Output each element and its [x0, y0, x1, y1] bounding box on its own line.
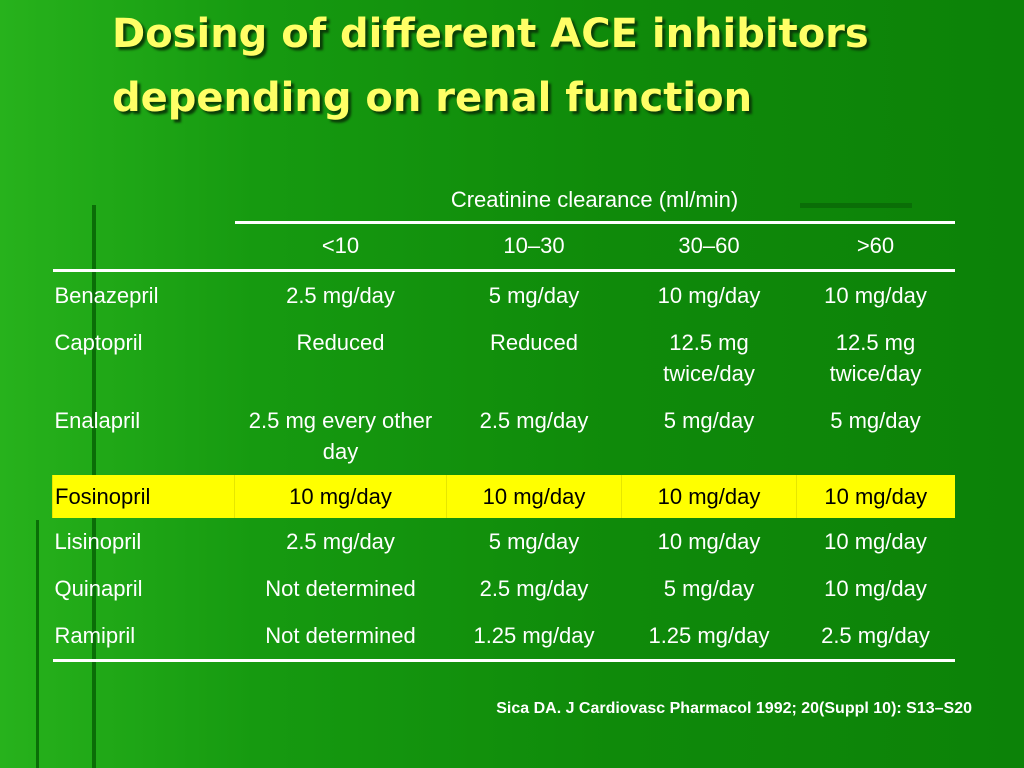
decoration [36, 520, 39, 768]
dose-cell: 1.25 mg/day [446, 612, 622, 662]
dose-cell: Reduced [296, 330, 385, 355]
table-row: Fosinopril 10 mg/day 10 mg/day 10 mg/day 10 … [52, 475, 955, 518]
dose-cell: 10 mg/day [657, 283, 761, 308]
drug-name: Benazepril [54, 283, 159, 308]
slide-title: Dosing of different ACE inhibitors depen… [112, 11, 869, 121]
dose-cell: 10 mg/day [824, 283, 927, 308]
dose-cell: 2.5 mg/day [286, 283, 395, 308]
dosing-table: Creatinine clearance (ml/min) <10 10–30 30… [52, 184, 955, 662]
dose-cell: 2.5 mg every other day [248, 408, 433, 464]
dose-cell: 2.5 mg/day [479, 408, 589, 433]
table-body: Benazepril 2.5 mg/day 5 mg/day 10 mg/day 10 … [52, 271, 955, 662]
column-header: 30–60 [621, 222, 797, 272]
table-head: Creatinine clearance (ml/min) <10 10–30 30… [52, 184, 955, 272]
drug-name: Quinapril [54, 576, 143, 601]
table-row: Lisinopril 2.5 mg/day 5 mg/day 10 mg/day 10 … [53, 518, 955, 565]
dose-cell: 2.5 mg/day [286, 529, 395, 554]
dose-cell: 10 mg/day [796, 475, 955, 518]
dose-cell: 5 mg/day [830, 408, 921, 433]
table-row: Ramipril Not determined 1.25 mg/day 1.25 mg… [52, 612, 955, 662]
table-row: Enalapril 2.5 mg every other day 2.5 mg/da… [53, 397, 955, 475]
column-header: >60 [796, 222, 955, 272]
dose-cell: 12.5 mg twice/day [829, 330, 922, 386]
drug-name: Ramipril [52, 612, 235, 662]
column-header: 10–30 [446, 222, 622, 272]
drug-name: Lisinopril [54, 529, 142, 554]
citation: Sica DA. J Cardiovasc Pharmacol 1992; 20… [496, 700, 972, 717]
dose-cell: 12.5 mg twice/day [663, 330, 755, 386]
dose-cell: 1.25 mg/day [621, 612, 797, 662]
group-row: Creatinine clearance (ml/min) [53, 184, 955, 224]
drug-name: Captopril [54, 330, 143, 355]
table-row: Captopril Reduced Reduced 12.5 mg twice/day… [53, 319, 955, 397]
table-row: Quinapril Not determined 2.5 mg/day 5 mg/da… [53, 565, 955, 612]
dose-cell: 5 mg/day [488, 283, 580, 308]
dose-cell: 2.5 mg/day [796, 612, 955, 662]
group-header: Creatinine clearance (ml/min) [234, 184, 955, 224]
dose-cell: 10 mg/day [824, 529, 927, 554]
dose-cell: Reduced [489, 330, 579, 355]
drug-name: Enalapril [54, 408, 141, 433]
table-row: Benazepril 2.5 mg/day 5 mg/day 10 mg/day 10 … [53, 271, 955, 320]
dose-cell: 5 mg/day [663, 576, 755, 601]
dose-cell: Not determined [234, 612, 447, 662]
empty-cell [52, 222, 235, 272]
dose-cell: 2.5 mg/day [479, 576, 589, 601]
dose-cell: 10 mg/day [446, 475, 622, 518]
column-header: <10 [234, 222, 447, 272]
dose-cell: 5 mg/day [663, 408, 755, 433]
drug-name: Fosinopril [52, 475, 235, 518]
dose-cell: Not determined [265, 576, 416, 601]
dose-cell: 10 mg/day [824, 576, 927, 601]
dose-cell: 5 mg/day [488, 529, 580, 554]
dose-cell: 10 mg/day [621, 475, 797, 518]
dose-cell: 10 mg/day [657, 529, 761, 554]
dose-cell: 10 mg/day [234, 475, 447, 518]
empty-cell [53, 184, 235, 223]
column-row: <10 10–30 30–60 >60 [52, 222, 955, 272]
